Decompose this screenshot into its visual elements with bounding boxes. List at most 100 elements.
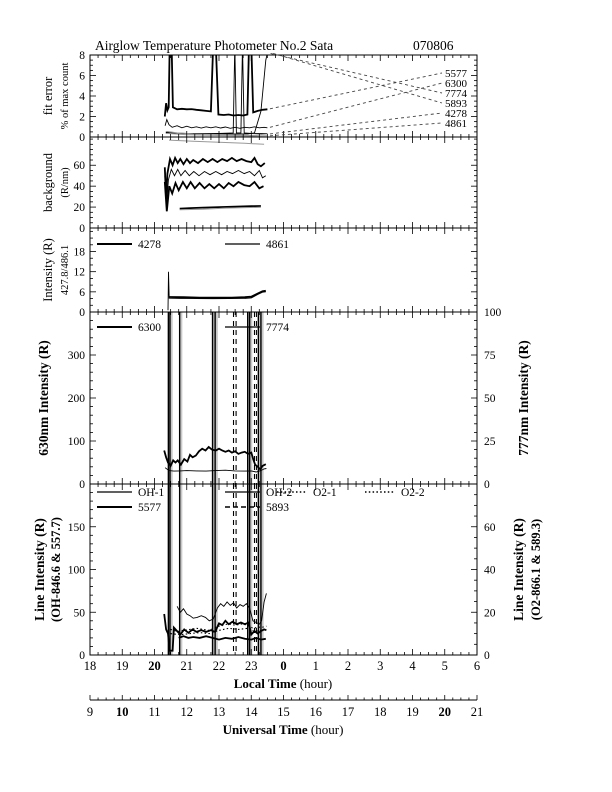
local-time-tick-label: 0 [280,659,286,673]
connector-5893 [273,53,443,104]
y-axis-title-fit-error: fit error [41,76,55,115]
right-axis-title-line-intensity: Line Intensity (R) [511,518,526,621]
y-axis-subtitle-background: (R/nm) [60,167,71,198]
y-tick-label: 20 [74,202,86,214]
local-time-tick-label: 19 [116,659,129,673]
local-time-tick-label: 4 [409,659,416,673]
universal-time-tick-label: 10 [116,705,129,719]
local-time-tick-label: 3 [377,659,383,673]
legend-label-O2-2: O2-2 [401,487,425,499]
y-tick-label: 0 [79,650,85,662]
y-tick-label: 200 [68,393,86,405]
y-tick-label: 100 [484,307,502,319]
y-tick-label: 50 [74,607,86,619]
local-time-tick-label: 21 [181,659,194,673]
universal-time-tick-label: 14 [245,705,258,719]
series-4861 [167,271,266,311]
y-tick-label: 4 [79,91,85,103]
y-tick-label: 12 [74,267,86,279]
series-bg-c [163,180,264,212]
chart-title: Airglow Temperature Photometer No.2 Sata [95,38,333,53]
y-axis-title-red-oxygen: 630nm Intensity (R) [36,340,51,456]
y-tick-label: 0 [484,650,490,662]
y-tick-label: 20 [484,607,496,619]
universal-time-tick-label: 19 [406,705,419,719]
connector-5577 [269,72,443,110]
universal-time-tick-label: 18 [374,705,387,719]
universal-time-tick-label: 15 [277,705,290,719]
series-6300 [164,118,268,129]
series-O2-1 [170,623,267,633]
line-id-label-4861: 4861 [445,118,467,130]
connector-6300 [269,82,443,128]
y-tick-label: 100 [68,436,86,448]
y-tick-label: 8 [79,50,85,62]
local-time-tick-label: 20 [148,659,161,673]
series-4278 [169,289,266,299]
y-tick-label: 6 [79,287,85,299]
y-tick-label: 40 [74,181,86,193]
local-time-tick-label: 18 [84,659,97,673]
universal-time-axis-title: Universal Time (hour) [223,722,344,737]
connector-7774 [270,53,443,94]
legend-label-7774: 7774 [266,322,289,334]
series-OH-1 [178,635,266,641]
line-id-label-5893: 5893 [445,98,468,110]
legend-label-OH-2: OH-2 [266,487,292,499]
legend-label-OH-1: OH-1 [138,487,164,499]
y-tick-label: 0 [79,223,85,235]
right-axis-title-red-oxygen: 777nm Intensity (R) [516,340,531,456]
series-O2-2 [170,627,267,636]
y-tick-label: 50 [484,393,496,405]
universal-time-tick-label: 9 [87,705,93,719]
universal-time-tick-label: 17 [342,705,355,719]
connector-4278 [269,112,443,135]
local-time-tick-label: 1 [313,659,319,673]
y-tick-label: 75 [484,350,496,362]
series-5577 [163,613,267,652]
y-tick-label: 40 [484,565,496,577]
universal-time-tick-label: 12 [181,705,194,719]
chart-date: 070806 [413,38,454,53]
y-tick-label: 60 [484,522,496,534]
y-tick-label: 0 [79,307,85,319]
y-tick-label: 18 [74,247,86,259]
panel-frame [89,136,478,229]
series-bg-gray-top [168,139,265,145]
y-axis-title-intensity-blue: Intensity (R) [41,238,55,302]
y-axis-subtitle-line-intensity: (OH-846.6 & 557.7) [49,517,63,622]
y-tick-label: 100 [68,565,86,577]
universal-time-tick-label: 11 [148,705,160,719]
series-bg-a [163,155,266,199]
y-tick-label: 0 [79,479,85,491]
local-time-tick-label: 22 [213,659,226,673]
universal-time-tick-label: 13 [213,705,226,719]
universal-time-tick-label: 20 [439,705,452,719]
panel-background: 0 20 40 60 background (R/nm) [41,136,478,235]
panel-line-intensity: 0 50 100 150 0 20 40 60 Line Intensity (R) (OH-84… [32,483,543,662]
legend-label-O2-1: O2-1 [313,487,337,499]
panel-frame [89,311,478,485]
legend-label-4278: 4278 [138,239,161,251]
series-5577 [163,55,268,117]
y-axis-subtitle-fit-error: % of max count [60,63,71,130]
line-id-label-6300: 6300 [445,78,468,90]
legend-label-4861: 4861 [266,239,289,251]
series-bg-flat-2 [179,206,261,211]
series-bg-flat-1 [179,205,261,210]
y-tick-label: 150 [68,522,86,534]
line-id-label-7774: 7774 [445,88,468,100]
y-tick-label: 2 [79,112,85,124]
right-axis-subtitle-line-intensity: (O2-866.1 & 589.3) [529,519,543,620]
y-tick-label: 6 [79,71,85,83]
y-tick-label: 0 [484,479,490,491]
connector-4861 [269,122,443,137]
series-bg-b [164,168,267,208]
local-time-tick-label: 5 [442,659,448,673]
line-id-label-4278: 4278 [445,108,468,120]
legend-label-5893: 5893 [266,502,289,514]
local-time-tick-label: 23 [245,659,258,673]
y-axis-title-background: background [41,152,55,212]
